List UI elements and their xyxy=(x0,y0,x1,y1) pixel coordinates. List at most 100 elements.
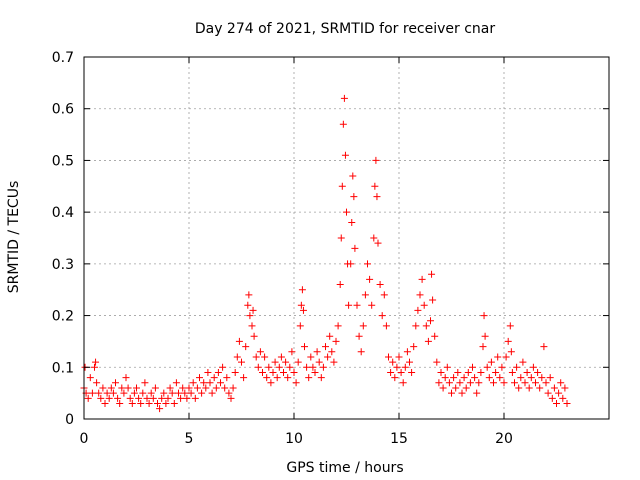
data-point xyxy=(466,379,474,387)
data-point xyxy=(271,358,279,366)
data-point xyxy=(334,322,342,330)
data-point xyxy=(303,363,311,371)
data-point xyxy=(527,374,535,382)
data-point xyxy=(538,374,546,382)
data-point xyxy=(343,208,350,216)
data-point xyxy=(410,343,418,351)
data-point xyxy=(515,384,523,392)
data-point xyxy=(475,379,483,387)
data-point xyxy=(250,332,258,340)
data-point xyxy=(103,389,111,397)
data-point xyxy=(143,394,151,402)
data-points xyxy=(80,94,571,413)
data-point xyxy=(120,389,128,397)
data-point xyxy=(406,358,413,366)
data-point xyxy=(523,368,531,376)
data-point xyxy=(95,389,103,397)
data-point xyxy=(498,363,506,371)
data-point xyxy=(490,379,497,387)
data-point xyxy=(385,353,392,361)
data-point xyxy=(399,379,407,387)
data-point xyxy=(553,399,560,407)
data-point xyxy=(448,389,455,397)
data-point xyxy=(219,363,227,371)
data-point xyxy=(391,374,399,382)
data-point xyxy=(361,291,369,299)
data-point xyxy=(326,332,334,340)
data-point xyxy=(288,348,296,356)
data-point xyxy=(506,322,514,330)
data-point xyxy=(433,358,441,366)
data-point xyxy=(141,379,149,387)
data-point xyxy=(401,363,409,371)
data-point xyxy=(284,374,292,382)
data-point xyxy=(229,384,237,392)
data-point xyxy=(479,343,487,351)
data-point xyxy=(347,260,355,268)
data-point xyxy=(315,358,323,366)
data-point xyxy=(212,384,220,392)
data-point xyxy=(395,353,403,361)
data-point xyxy=(559,394,567,402)
data-point xyxy=(428,270,436,278)
data-point xyxy=(378,312,386,320)
data-point xyxy=(244,301,252,309)
data-point xyxy=(101,399,109,407)
data-point xyxy=(86,374,94,382)
data-point xyxy=(172,379,180,387)
data-point xyxy=(322,343,329,351)
chart-title: Day 274 of 2021, SRMTID for receiver cna… xyxy=(195,21,496,37)
data-point xyxy=(458,389,466,397)
data-point xyxy=(162,399,170,407)
data-point xyxy=(263,374,271,382)
data-point xyxy=(240,374,248,382)
data-point xyxy=(200,379,208,387)
data-point xyxy=(97,394,105,402)
data-point xyxy=(225,389,233,397)
data-point xyxy=(544,389,552,397)
x-tick-label: 10 xyxy=(285,431,303,447)
data-point xyxy=(208,389,216,397)
data-point xyxy=(339,120,347,128)
data-point xyxy=(492,368,500,376)
data-point xyxy=(273,374,281,382)
data-point xyxy=(376,281,384,289)
x-tick-label: 15 xyxy=(390,431,408,447)
data-point xyxy=(485,374,493,382)
data-point xyxy=(107,384,115,392)
data-point xyxy=(164,394,172,402)
data-point xyxy=(246,312,254,320)
data-point xyxy=(454,368,462,376)
data-point xyxy=(477,368,485,376)
data-point xyxy=(112,379,119,387)
data-point xyxy=(259,368,266,376)
data-point xyxy=(265,363,273,371)
data-point xyxy=(341,151,349,159)
y-tick-label: 0.4 xyxy=(52,205,74,221)
data-point xyxy=(92,358,100,366)
data-point xyxy=(233,353,241,361)
data-point xyxy=(133,384,140,392)
data-point xyxy=(116,399,124,407)
data-point xyxy=(435,379,443,387)
data-point xyxy=(196,374,203,382)
data-point xyxy=(393,363,401,371)
data-point xyxy=(370,234,378,242)
data-point xyxy=(420,301,428,309)
data-point xyxy=(473,389,481,397)
data-point xyxy=(460,374,468,382)
data-point xyxy=(355,332,363,340)
data-point xyxy=(292,379,300,387)
data-point xyxy=(529,363,537,371)
data-point xyxy=(542,379,550,387)
data-point xyxy=(245,291,253,299)
data-point xyxy=(422,322,430,330)
data-point xyxy=(508,368,516,376)
data-point xyxy=(450,374,458,382)
data-point xyxy=(532,379,539,387)
data-point xyxy=(338,182,346,190)
data-point xyxy=(84,394,92,402)
data-point xyxy=(471,374,479,382)
data-point xyxy=(294,358,302,366)
data-point xyxy=(324,353,332,361)
